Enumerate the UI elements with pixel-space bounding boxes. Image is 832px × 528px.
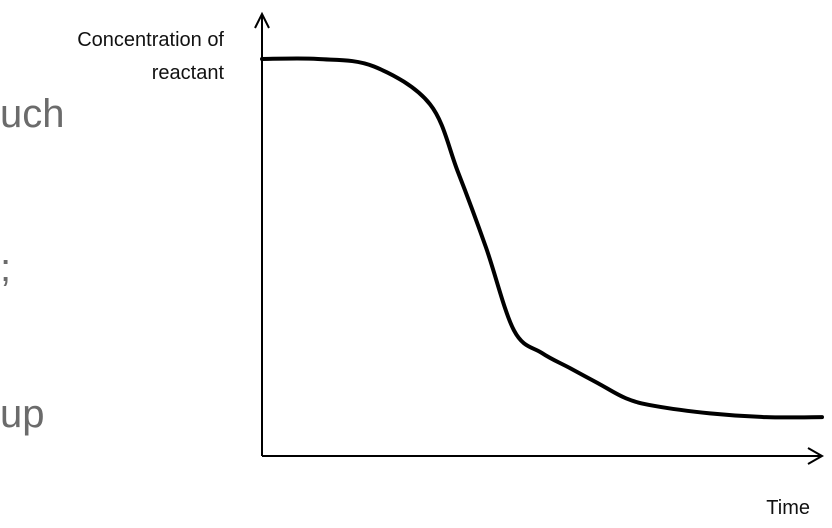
x-axis-label: Time [766, 497, 810, 519]
slide-text-fragment-1: uch [0, 92, 65, 136]
slide-text-fragment-3: up [0, 392, 45, 436]
y-axis-arrowhead [254, 11, 270, 29]
slide-text-fragment-2: ; [0, 246, 12, 290]
y-axis-label-line-2: reactant [152, 62, 225, 84]
x-axis-arrowhead [807, 447, 825, 465]
concentration-curve [260, 56, 824, 420]
y-axis-label-line-1: Concentration of [77, 29, 224, 51]
